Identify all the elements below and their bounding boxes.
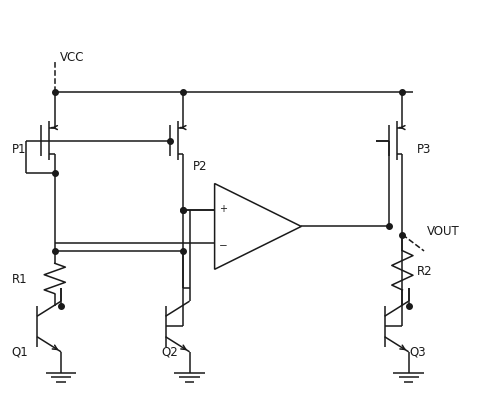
Text: P2: P2 xyxy=(193,159,207,172)
Text: VCC: VCC xyxy=(59,51,84,64)
Text: R2: R2 xyxy=(417,264,432,277)
Text: R1: R1 xyxy=(11,272,27,285)
Text: Q2: Q2 xyxy=(162,345,178,358)
Text: +: + xyxy=(219,203,227,213)
Text: −: − xyxy=(219,240,227,250)
Text: Q3: Q3 xyxy=(410,345,426,358)
Text: VOUT: VOUT xyxy=(427,224,459,237)
Text: P1: P1 xyxy=(11,143,26,156)
Text: Q1: Q1 xyxy=(11,345,28,358)
Text: P3: P3 xyxy=(417,143,431,156)
